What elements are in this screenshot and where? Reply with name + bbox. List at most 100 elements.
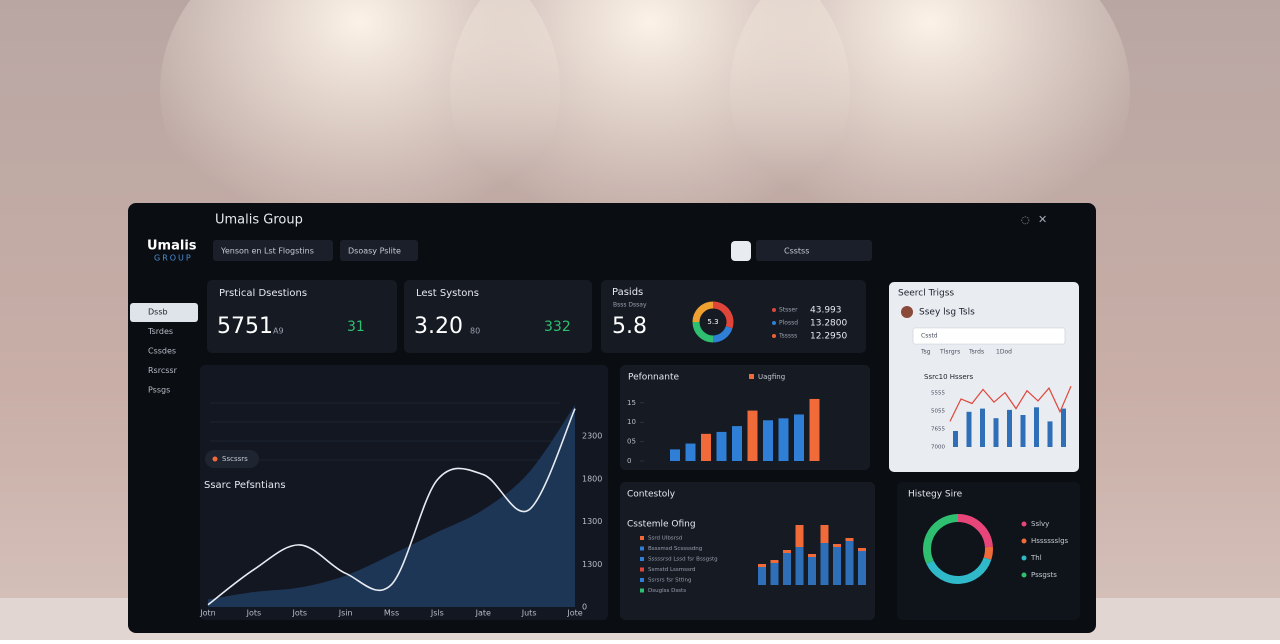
legend-label: Ssmstd Lssmssrd xyxy=(648,567,696,573)
x-tick-label: Jots xyxy=(246,609,262,618)
nav-item[interactable]: Dssb xyxy=(148,308,168,317)
card xyxy=(404,280,592,353)
donut-segment xyxy=(957,514,993,548)
legend-swatch xyxy=(640,588,644,593)
y-tick-label: 7655 xyxy=(931,427,945,433)
bar xyxy=(980,408,985,447)
bar-segment xyxy=(845,541,854,585)
bar xyxy=(993,418,999,447)
bar xyxy=(747,410,758,461)
bar xyxy=(1020,415,1026,447)
search-box[interactable] xyxy=(756,240,872,261)
legend-label: Thl xyxy=(1030,554,1042,562)
donut-segment xyxy=(923,514,959,564)
chart-title: Pefonnante xyxy=(628,373,679,383)
donut-segment xyxy=(983,546,993,560)
filter-dropdown[interactable] xyxy=(340,240,418,261)
legend-label: Dsuglss Dssts xyxy=(648,588,686,594)
window-control[interactable]: ◌ xyxy=(1021,215,1030,226)
app-title: Umalis Group xyxy=(215,213,303,228)
logo-sub: GROUP xyxy=(154,254,193,263)
area xyxy=(208,404,575,607)
kpi-value: 5751 xyxy=(217,314,273,339)
donut-segment xyxy=(712,325,733,343)
kpi-sub: Bsss Dssay xyxy=(613,302,647,309)
y-tick-label: 15 xyxy=(627,399,636,407)
legend-name: Stsser xyxy=(779,307,798,314)
nav-active xyxy=(130,303,198,322)
bar xyxy=(794,414,804,461)
tab[interactable]: Tlsrgrs xyxy=(939,349,960,356)
kpi-delta: 31 xyxy=(347,319,365,335)
legend-swatch xyxy=(640,536,644,540)
tab[interactable]: Tsrds xyxy=(968,349,984,356)
legend-swatch xyxy=(640,546,644,551)
donut-segment xyxy=(926,557,992,584)
bar-segment xyxy=(845,538,854,541)
legend-label: Sscssrs xyxy=(222,455,248,463)
x-tick-label: Jsls xyxy=(430,609,444,618)
legend-swatch xyxy=(640,578,644,582)
nav-item[interactable]: Cssdes xyxy=(148,347,176,356)
x-tick-label: Juts xyxy=(521,609,537,618)
bar xyxy=(1007,409,1012,447)
kpi-title: Lest Systons xyxy=(416,288,479,299)
select-text: Csstd xyxy=(921,333,938,340)
bar xyxy=(763,420,773,461)
legend-value: 12.2950 xyxy=(810,332,847,342)
donut-label: 5.3 xyxy=(707,318,718,326)
bar xyxy=(966,411,972,447)
chart-title: Contestoly xyxy=(627,490,676,500)
bar xyxy=(778,418,789,461)
donut-segment xyxy=(692,321,714,343)
bar-segment xyxy=(808,554,816,557)
legend-swatch xyxy=(640,567,644,572)
bar-segment xyxy=(858,551,866,585)
bar-segment xyxy=(858,548,866,551)
y-tick-label: 1300 xyxy=(582,517,602,526)
bar-segment xyxy=(770,560,779,563)
bar-segment xyxy=(795,547,804,585)
nav-item[interactable]: Pssgs xyxy=(148,386,170,395)
chart-title: Histegy Sire xyxy=(908,490,963,500)
card xyxy=(601,280,866,353)
bar xyxy=(1047,421,1053,447)
legend-dot xyxy=(772,321,776,325)
tab[interactable]: Tsg xyxy=(920,349,931,356)
chart-label: Ssarc Pefsntians xyxy=(204,480,286,491)
legend-label: Sssssrsd Lssd fsr Bssgstg xyxy=(648,557,718,563)
x-tick-label: Jsin xyxy=(338,609,353,618)
filter-dropdown[interactable] xyxy=(213,240,333,261)
x-tick-label: Jotn xyxy=(199,609,215,618)
kpi-unit: 80 xyxy=(470,327,480,336)
bar xyxy=(732,426,742,461)
y-tick-label: 7000 xyxy=(931,445,945,451)
kpi-unit: A9 xyxy=(273,327,284,336)
legend-dot xyxy=(772,308,776,312)
bar-segment xyxy=(833,547,841,585)
kpi-title: Prstical Dsestions xyxy=(219,288,307,299)
icon-button[interactable] xyxy=(731,241,751,261)
bar xyxy=(685,443,696,461)
legend-chip xyxy=(205,450,259,468)
nav-item[interactable]: Rsrcssr xyxy=(148,366,178,375)
nav-item[interactable]: Tsrdes xyxy=(147,327,173,336)
legend-value: 43.993 xyxy=(810,306,842,316)
y-tick-label: 10 xyxy=(627,418,636,426)
logo: Umalis xyxy=(147,239,197,254)
legend-swatch xyxy=(640,557,644,561)
bar xyxy=(1061,408,1066,447)
y-tick-label: 1300 xyxy=(582,560,602,569)
line xyxy=(949,385,1072,422)
card xyxy=(620,482,875,620)
window-control[interactable]: ✕ xyxy=(1038,213,1047,226)
legend-value: 13.2800 xyxy=(810,319,847,329)
tab[interactable]: 1Dod xyxy=(996,349,1012,356)
x-tick-label: Jate xyxy=(475,609,491,618)
bar-segment xyxy=(758,567,766,585)
card xyxy=(207,280,397,353)
legend-label: Pssgsts xyxy=(1031,571,1057,579)
bar-segment xyxy=(820,543,829,585)
y-tick-label: 0 xyxy=(582,603,587,612)
select[interactable] xyxy=(912,327,1066,345)
